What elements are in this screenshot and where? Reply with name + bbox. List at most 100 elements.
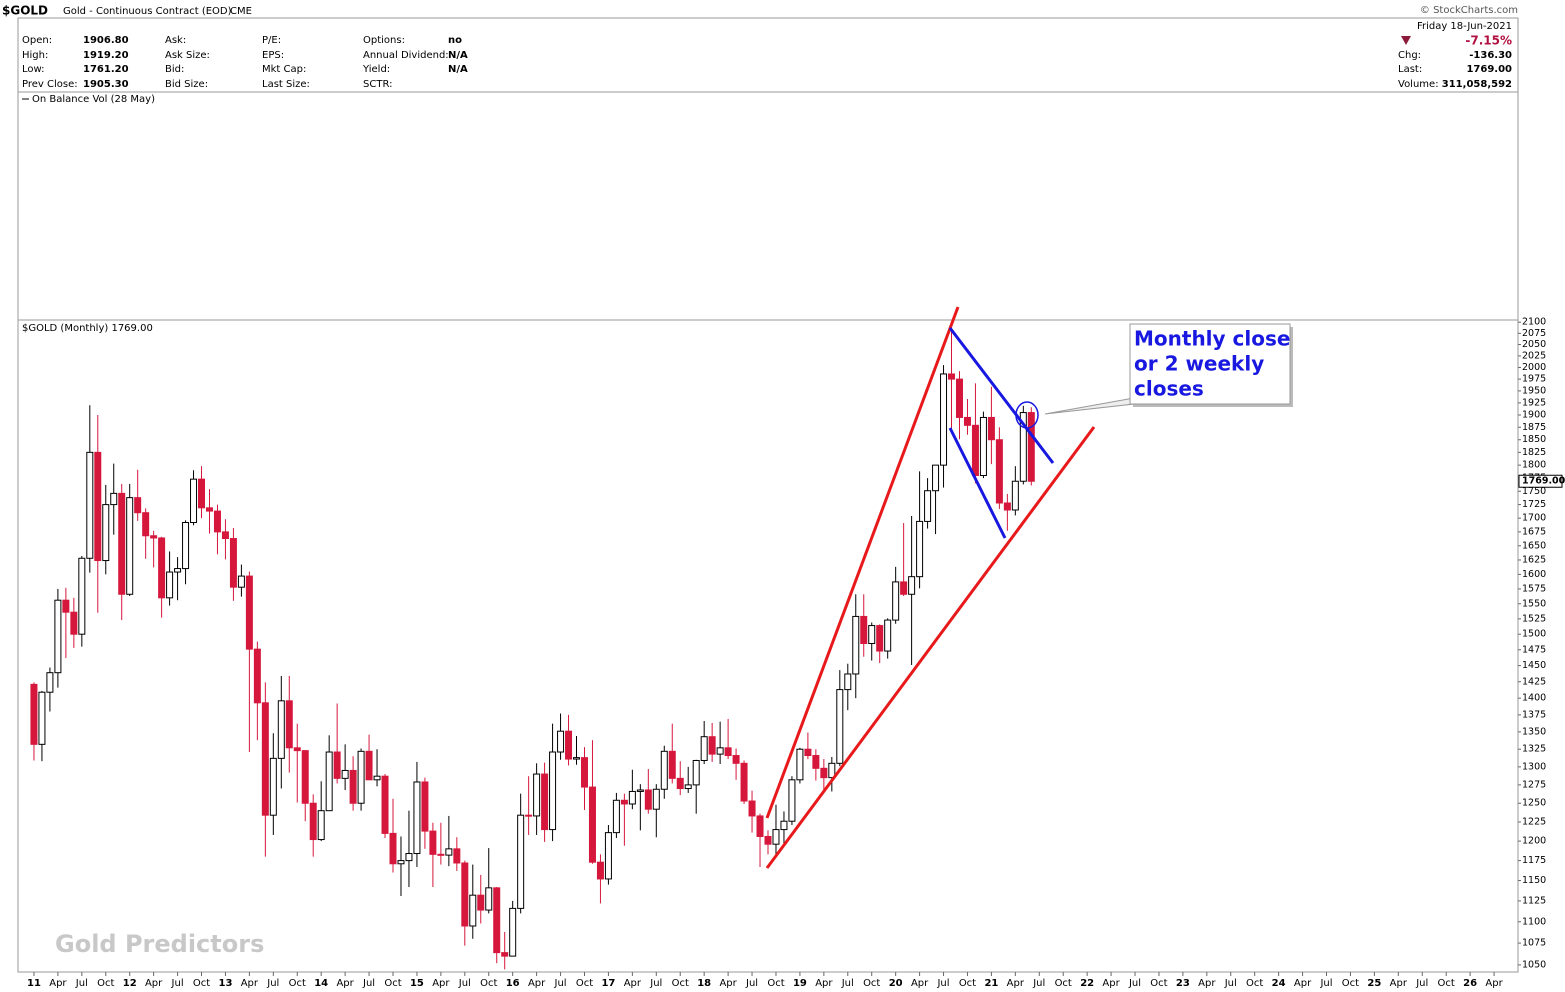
- candle-body: [469, 894, 477, 927]
- x-tick-label: Apr: [624, 978, 642, 989]
- y-tick-label: 1150: [1522, 875, 1546, 886]
- x-tick-label: Oct: [576, 978, 593, 989]
- y-tick-label: 1825: [1522, 447, 1546, 458]
- candle-body: [692, 759, 700, 786]
- x-tick-label: 19: [793, 978, 807, 989]
- x-tick-label: Oct: [193, 978, 210, 989]
- candle-body: [493, 887, 501, 954]
- candle-body: [166, 571, 174, 599]
- candle-body: [94, 451, 102, 562]
- x-tick-label: Apr: [528, 978, 546, 989]
- candle-body: [261, 702, 269, 816]
- candle-body: [269, 757, 277, 816]
- candle-body: [405, 853, 413, 862]
- candle-body: [828, 762, 836, 779]
- info-fields: Open: 1906.80 High: 1919.20 Low: 1761.20 Prev …: [22, 35, 1512, 90]
- field-label: Volume:: [1398, 79, 1439, 90]
- candle-body: [580, 757, 588, 788]
- field-value: no: [448, 35, 462, 46]
- x-tick-label: 13: [218, 978, 232, 989]
- x-tick-label: Jul: [1128, 978, 1141, 989]
- field-label: Yield:: [362, 64, 390, 75]
- trend-line: [765, 426, 1096, 869]
- x-tick-label: Apr: [1007, 978, 1025, 989]
- candle-body: [150, 535, 158, 539]
- candle-body: [1019, 412, 1027, 482]
- candle-body: [301, 750, 309, 804]
- x-tick-label: 26: [1463, 978, 1477, 989]
- field-value: 1906.80: [83, 35, 129, 46]
- x-tick-label: Apr: [336, 978, 354, 989]
- candle-body: [748, 800, 756, 817]
- x-tick-label: Apr: [1485, 978, 1503, 989]
- candle-body: [110, 492, 118, 506]
- candle-body: [509, 907, 517, 957]
- y-tick-label: 1125: [1522, 895, 1546, 906]
- candle-body: [174, 568, 182, 573]
- candle-body: [788, 779, 796, 822]
- candle-body: [700, 736, 708, 761]
- candle-body: [916, 520, 924, 578]
- candle-body: [485, 887, 493, 911]
- candle-body: [557, 730, 565, 753]
- field-value: 1905.30: [83, 79, 129, 90]
- y-tick-label: 2025: [1522, 350, 1546, 361]
- x-tick-label: Jul: [649, 978, 662, 989]
- y-tick-label: 1675: [1522, 526, 1546, 537]
- x-tick-label: 21: [984, 978, 998, 989]
- candle-body: [644, 789, 652, 810]
- candle-body: [668, 750, 676, 779]
- candle-body: [118, 492, 126, 595]
- candle-body: [205, 507, 213, 512]
- field-value: N/A: [448, 50, 468, 61]
- x-tick-label: Apr: [145, 978, 163, 989]
- candle-body: [46, 672, 54, 693]
- candle-body: [684, 784, 692, 790]
- exchange: CME: [230, 6, 252, 17]
- candle-body: [971, 424, 979, 476]
- x-tick-label: Apr: [719, 978, 737, 989]
- candle-body: [126, 497, 134, 595]
- candle-body: [549, 751, 557, 831]
- candle-body: [636, 789, 644, 792]
- y-tick-label: 1700: [1522, 513, 1546, 524]
- candle-body: [421, 781, 429, 832]
- candle-body: [660, 750, 668, 790]
- candle-body: [102, 504, 110, 562]
- y-tick-label: 1375: [1522, 709, 1546, 720]
- candle-body: [876, 625, 884, 652]
- trend-line: [765, 306, 960, 819]
- y-tick-label: 1325: [1522, 744, 1546, 755]
- y-tick-label: 1250: [1522, 798, 1546, 809]
- x-tick-label: Oct: [672, 978, 689, 989]
- candle-body: [740, 762, 748, 802]
- candle-body: [708, 736, 716, 755]
- candle-body: [517, 814, 525, 909]
- price-panel: [17, 319, 1519, 973]
- last-price-label: 1769.00: [1522, 476, 1565, 487]
- y-tick-label: 1550: [1522, 598, 1546, 609]
- candle-body: [716, 747, 724, 755]
- candle-body: [381, 775, 389, 834]
- candle-body: [780, 820, 788, 831]
- candle-body: [397, 860, 405, 865]
- candle-body: [573, 757, 581, 760]
- candle-body: [285, 700, 293, 749]
- field-label: Ask Size:: [165, 50, 210, 61]
- candle-body: [676, 777, 684, 790]
- x-tick-label: Jul: [362, 978, 375, 989]
- x-tick-label: Apr: [241, 978, 259, 989]
- field-label: SCTR:: [363, 79, 392, 90]
- y-tick-label: 1175: [1522, 855, 1546, 866]
- candle-body: [940, 373, 948, 466]
- x-tick-label: Jul: [266, 978, 279, 989]
- x-tick-label: Apr: [911, 978, 929, 989]
- candle-body: [764, 835, 772, 845]
- x-tick-label: 11: [27, 978, 41, 989]
- x-tick-label: Jul: [554, 978, 567, 989]
- candle-body: [429, 830, 437, 855]
- field-label: Chg:: [1398, 50, 1421, 61]
- candle-body: [70, 611, 78, 635]
- candle-body: [134, 497, 142, 514]
